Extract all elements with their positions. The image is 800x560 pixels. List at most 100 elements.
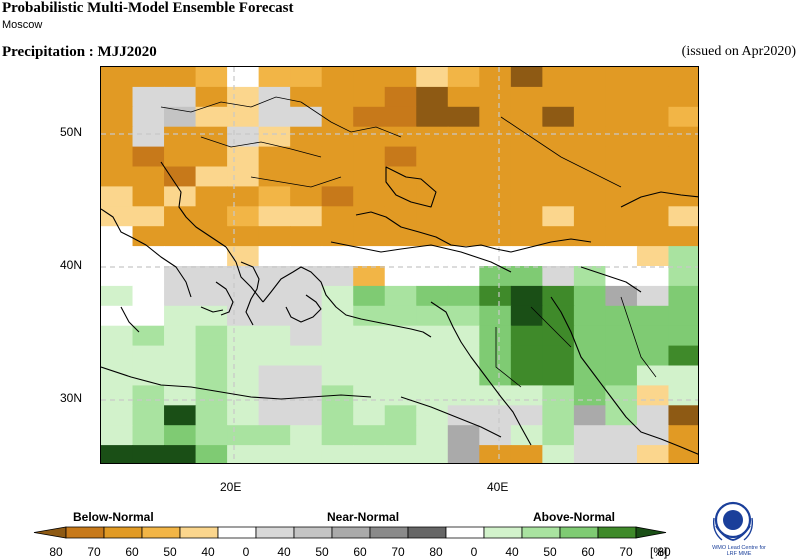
- grid-cell: [510, 425, 543, 446]
- grid-cell: [101, 285, 134, 307]
- probability-grid: [101, 67, 698, 463]
- grid-cell: [636, 106, 670, 128]
- grid-cell: [510, 405, 543, 426]
- grid-cell: [290, 405, 323, 426]
- grid-cell: [132, 166, 165, 187]
- grid-cell: [258, 206, 291, 227]
- grid-cell: [605, 305, 638, 327]
- grid-cell: [447, 305, 480, 327]
- grid-cell: [605, 206, 638, 227]
- grid-cell: [227, 186, 260, 207]
- grid-cell: [605, 166, 638, 187]
- grid-cell: [542, 285, 575, 307]
- grid-cell: [542, 146, 575, 168]
- grid-cell: [164, 166, 197, 187]
- grid-cell: [132, 365, 165, 386]
- grid-cell: [542, 106, 575, 128]
- grid-cell: [101, 126, 134, 148]
- grid-cell: [479, 226, 512, 247]
- grid-cell: [227, 425, 260, 446]
- coastlines: [101, 161, 698, 455]
- grid-cell: [132, 285, 165, 307]
- grid-cell: [101, 365, 134, 386]
- legend-category-below: Below-Normal: [73, 510, 154, 524]
- grid-cell: [290, 186, 323, 207]
- legend-tick-label: 60: [125, 545, 139, 559]
- grid-cell: [321, 67, 354, 88]
- grid-cell: [573, 445, 607, 463]
- grid-cell: [227, 285, 260, 307]
- grid-cell: [101, 325, 134, 347]
- grid-cell: [384, 325, 417, 347]
- grid-cell: [447, 285, 480, 307]
- grid-cell: [164, 345, 197, 367]
- grid-cell: [353, 166, 386, 187]
- grid-cell: [101, 166, 134, 187]
- grid-cell: [258, 285, 291, 307]
- grid-cell: [132, 246, 165, 267]
- grid-cell: [290, 86, 323, 108]
- grid-cell: [321, 305, 354, 327]
- wmo-logo: [712, 501, 754, 541]
- grid-cell: [258, 425, 291, 446]
- grid-cell: [573, 246, 607, 267]
- grid-cell: [542, 405, 575, 426]
- grid-cell: [573, 86, 607, 108]
- grid-cell: [353, 206, 386, 227]
- grid-cell: [132, 345, 165, 367]
- legend-swatch: [179, 526, 219, 539]
- grid-cell: [195, 67, 228, 88]
- grid-cell: [510, 106, 543, 128]
- grid-cell: [353, 405, 386, 426]
- grid-cell: [258, 405, 291, 426]
- grid-cell: [384, 365, 417, 386]
- grid-cell: [290, 365, 323, 386]
- grid-cell: [416, 365, 449, 386]
- grid-cell: [195, 206, 228, 227]
- grid-cell: [195, 226, 228, 247]
- grid-cell: [416, 445, 449, 463]
- grid-cell: [510, 226, 543, 247]
- grid-cell: [636, 325, 670, 347]
- grid-cell: [321, 226, 354, 247]
- grid-cell: [258, 146, 291, 168]
- grid-cell: [290, 345, 323, 367]
- grid-cell: [101, 445, 134, 463]
- grid-cell: [636, 166, 670, 187]
- grid-cell: [195, 345, 228, 367]
- grid-cell: [479, 206, 512, 227]
- grid-cell: [132, 266, 165, 287]
- grid-cell: [384, 405, 417, 426]
- grid-cell: [668, 425, 698, 446]
- grid-cell: [384, 67, 417, 88]
- grid-cell: [510, 186, 543, 207]
- grid-cell: [542, 325, 575, 347]
- legend-swatch: [635, 526, 667, 539]
- legend-category-above: Above-Normal: [533, 510, 616, 524]
- grid-cell: [636, 206, 670, 227]
- grid-cell: [668, 126, 698, 148]
- grid-cell: [447, 126, 480, 148]
- legend-swatch: [33, 526, 67, 539]
- grid-cell: [353, 266, 386, 287]
- grid-cell: [479, 305, 512, 327]
- grid-cell: [636, 266, 670, 287]
- grid-cell: [321, 445, 354, 463]
- grid-cell: [384, 106, 417, 128]
- grid-cell: [416, 246, 449, 267]
- grid-cell: [668, 365, 698, 386]
- grid-cell: [668, 226, 698, 247]
- grid-cell: [132, 126, 165, 148]
- grid-cell: [101, 405, 134, 426]
- grid-cell: [321, 285, 354, 307]
- grid-cell: [636, 226, 670, 247]
- lat-label-30n: 30N: [60, 391, 83, 405]
- legend-swatch: [483, 526, 523, 539]
- grid-cell: [447, 206, 480, 227]
- lat-label-50n: 50N: [60, 125, 83, 139]
- grid-cell: [227, 86, 260, 108]
- grid-cell: [416, 285, 449, 307]
- grid-cell: [101, 106, 134, 128]
- grid-cell: [195, 186, 228, 207]
- grid-cell: [510, 385, 543, 406]
